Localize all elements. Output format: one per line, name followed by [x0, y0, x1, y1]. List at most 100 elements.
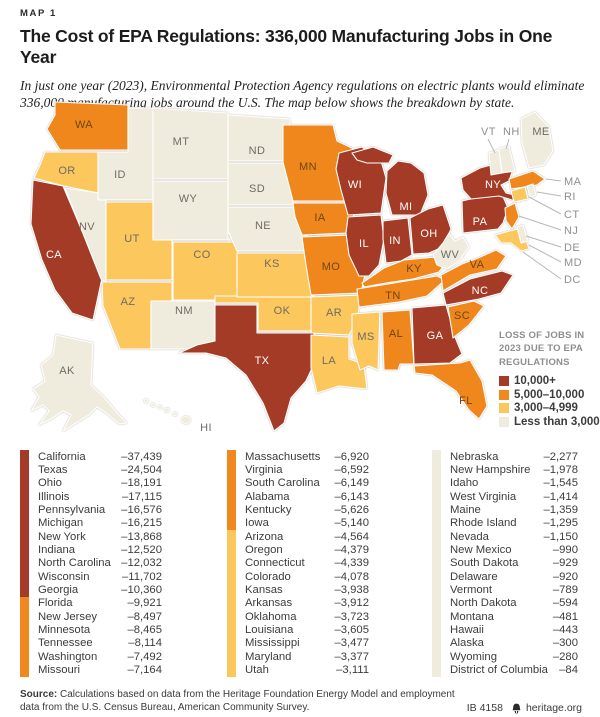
state-label-SC: SC [454, 310, 470, 322]
tier-bar [20, 450, 29, 464]
tier-bar [20, 556, 29, 571]
state-label-IN: IN [389, 235, 401, 247]
state-name: Montana [450, 610, 494, 623]
state-label-WV: WV [441, 249, 460, 261]
table-row: Ohio –18,191 [20, 476, 162, 491]
table-row: Indiana –12,520 [20, 543, 162, 557]
tier-bar [227, 570, 236, 584]
state-name: Hawaii [450, 624, 484, 637]
state-name: New York [38, 530, 86, 543]
state-name: Alabama [245, 490, 290, 503]
table-row: Rhode Island –1,295 [432, 516, 578, 531]
map-legend: LOSS OF JOBS IN 2023 DUE TO EPA REGULATI… [499, 329, 600, 429]
state-MA [508, 170, 546, 190]
state-value: –4,078 [334, 570, 369, 583]
state-name: Connecticut [245, 557, 305, 570]
state-value: –37,439 [121, 450, 162, 463]
table-row: Delaware –920 [432, 570, 578, 584]
table-row: Texas –24,504 [20, 463, 162, 477]
state-value: –1,359 [543, 504, 578, 517]
source-text: Calculations based on data from the Heri… [20, 689, 455, 713]
table-column-3: Nebraska –2,277 New Hampshire –1,978 Idaho –1… [432, 450, 578, 677]
state-name: Tennessee [38, 637, 93, 650]
state-value: –7,492 [127, 650, 162, 663]
tier-bar [20, 596, 29, 611]
callout-line-NJ [518, 215, 562, 231]
state-LA [310, 334, 368, 394]
tier-bar [432, 663, 441, 677]
legend-item-2: 3,000–4,999 [499, 401, 597, 415]
state-name: Michigan [38, 517, 84, 530]
state-name: Ohio [38, 477, 62, 490]
state-name: Oregon [245, 544, 283, 557]
state-label-MS: MS [357, 331, 374, 343]
tier-bar [20, 490, 29, 504]
state-HI-island-1 [150, 402, 156, 407]
table-row: Connecticut –4,339 [227, 556, 369, 571]
legend-label-3: Less than 3,000 [514, 416, 600, 429]
state-HI-island-5 [181, 415, 191, 424]
state-value: –789 [552, 584, 578, 597]
state-value: –6,149 [334, 477, 369, 490]
state-label-ID: ID [114, 169, 126, 181]
state-name: Delaware [450, 570, 498, 583]
state-value: –594 [552, 597, 578, 610]
kicker: MAP 1 [20, 8, 57, 19]
state-label-KY: KY [406, 263, 422, 275]
state-name: New Jersey [38, 610, 98, 623]
tier-bar [227, 596, 236, 611]
state-value: –4,339 [334, 557, 369, 570]
state-value: –3,938 [334, 584, 369, 597]
state-name: Oklahoma [245, 610, 297, 623]
table-row: South Dakota –929 [432, 556, 578, 571]
tier-bar [20, 583, 29, 597]
source-label: Source: [20, 689, 58, 700]
state-label-CO: CO [193, 249, 210, 261]
state-value: –11,702 [122, 570, 162, 583]
callout-label-NJ: NJ [564, 225, 578, 237]
table-row: Wisconsin –11,702 [20, 570, 162, 584]
table-row: Pennsylvania –16,576 [20, 503, 162, 517]
state-name: Indiana [38, 544, 76, 557]
callout-label-RI: RI [564, 191, 576, 203]
state-value: –300 [552, 637, 578, 650]
tier-bar [227, 490, 236, 504]
legend-swatch-3 [499, 417, 509, 428]
state-label-ME: ME [532, 126, 549, 138]
table-row: Wyoming –280 [432, 650, 578, 664]
state-value: –3,377 [334, 650, 369, 663]
state-value: –6,143 [334, 490, 369, 503]
state-label-TN: TN [385, 290, 400, 302]
state-label-AZ: AZ [121, 296, 136, 308]
table-row: Hawaii –443 [432, 623, 578, 637]
footer-brand: IB 4158 heritage.org [467, 702, 582, 714]
state-name: Louisiana [245, 624, 294, 637]
state-name: Wisconsin [38, 570, 90, 583]
state-CT [510, 186, 529, 203]
state-label-GA: GA [427, 330, 444, 342]
liberty-bell-icon [511, 703, 522, 714]
tier-bar [432, 516, 441, 531]
state-value: –5,140 [334, 517, 369, 530]
tier-bar [227, 650, 236, 664]
table-column-2: Massachusetts –6,920 Virginia –6,592 South C… [227, 450, 369, 677]
state-name: North Carolina [38, 557, 111, 570]
tier-bar [432, 623, 441, 637]
state-value: –8,497 [127, 610, 162, 623]
state-AL [381, 309, 415, 371]
tier-bar [432, 570, 441, 584]
table-row: Minnesota –8,465 [20, 623, 162, 637]
table-row: Vermont –789 [432, 583, 578, 597]
state-value: –10,360 [121, 584, 162, 597]
state-RI [526, 183, 537, 198]
table-row: Arizona –4,564 [227, 530, 369, 544]
state-value: –18,191 [121, 477, 162, 490]
callout-line-MD [528, 244, 562, 263]
table-row: Illinois –17,115 [20, 490, 162, 504]
table-row: New York –13,868 [20, 530, 162, 544]
state-label-WA: WA [75, 119, 93, 131]
table-row: Oregon –4,379 [227, 543, 369, 557]
doc-id: IB 4158 [466, 702, 503, 714]
state-label-MO: MO [322, 261, 341, 273]
us-choropleth-map: WA OR CA NV ID UT AZ MT WY CO NM TX OK KS NE SD ND MN IA MO… [0, 92, 600, 448]
